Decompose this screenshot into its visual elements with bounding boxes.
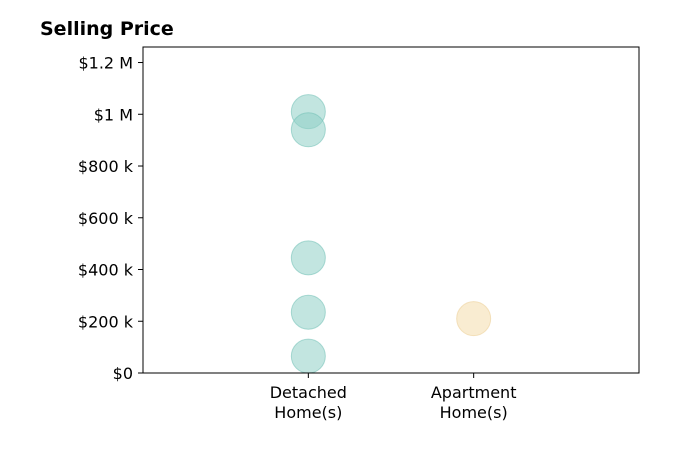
data-point — [290, 338, 326, 374]
data-point — [290, 294, 326, 330]
data-point — [290, 112, 326, 148]
y-tick-label: $800 k — [78, 157, 134, 176]
y-tick-label: $1 M — [94, 105, 133, 124]
x-tick-label: Apartment Home(s) — [431, 383, 517, 422]
y-axis: $0 $200 k $400 k $600 k $800 k $1 M $1.2 M — [78, 54, 143, 383]
y-tick-label: $200 k — [78, 312, 134, 331]
y-tick-label: $600 k — [78, 209, 134, 228]
y-tick-label: $1.2 M — [78, 54, 133, 73]
y-tick-label: $0 — [113, 364, 133, 383]
plot-frame — [142, 46, 640, 374]
x-axis: Detached Home(s) Apartment Home(s) — [270, 373, 517, 422]
chart-title: Selling Price — [40, 18, 174, 40]
data-point — [456, 301, 492, 337]
data-point — [290, 240, 326, 276]
data-points — [290, 94, 492, 374]
y-tick-label: $400 k — [78, 261, 134, 280]
x-tick-label: Detached Home(s) — [270, 383, 347, 422]
